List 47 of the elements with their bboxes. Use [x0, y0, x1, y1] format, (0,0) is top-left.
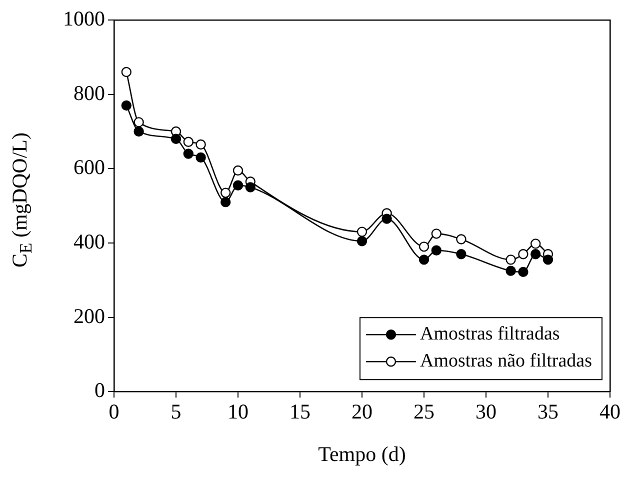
point [382, 214, 392, 224]
x-tick-label: 30 [476, 400, 496, 424]
x-tick-label: 5 [170, 400, 182, 424]
x-axis-title: Tempo (d) [318, 442, 406, 466]
point [121, 66, 132, 78]
point [418, 242, 430, 252]
x-tick-label: 15 [290, 400, 310, 424]
point [134, 126, 144, 137]
point [183, 148, 194, 159]
y-tick-label: 1000 [63, 6, 105, 31]
point [220, 188, 231, 198]
point [530, 238, 541, 249]
x-tick-label: 35 [538, 400, 558, 424]
point [232, 180, 244, 190]
y-tick-label: 800 [74, 80, 105, 105]
point [456, 249, 466, 260]
x-tick-label: 20 [352, 400, 372, 424]
point [506, 254, 516, 265]
x-tick-label: 25 [414, 400, 434, 424]
y-tick-label: 400 [74, 229, 105, 254]
point [418, 254, 430, 265]
point [431, 228, 442, 239]
y-tick-label: 200 [74, 304, 105, 328]
y-tick-label: 600 [74, 155, 105, 180]
point [431, 245, 442, 256]
legend-label: Amostras não filtradas [420, 350, 592, 372]
point [356, 226, 368, 237]
point [518, 266, 528, 278]
point [542, 254, 554, 265]
point [506, 266, 516, 276]
point [220, 196, 231, 208]
point [196, 139, 206, 150]
point [245, 182, 256, 192]
point [518, 249, 528, 260]
point [356, 236, 368, 246]
x-tick-label: 40 [600, 400, 620, 424]
y-tick-label: 0 [94, 378, 105, 402]
point [134, 117, 144, 128]
point [196, 152, 206, 163]
point [121, 100, 132, 111]
legend-label: Amostras filtradas [420, 324, 560, 345]
x-tick-label: 10 [228, 400, 248, 424]
point [456, 234, 466, 244]
point [530, 249, 541, 260]
point [170, 134, 182, 144]
point [183, 136, 194, 147]
point [232, 165, 244, 176]
